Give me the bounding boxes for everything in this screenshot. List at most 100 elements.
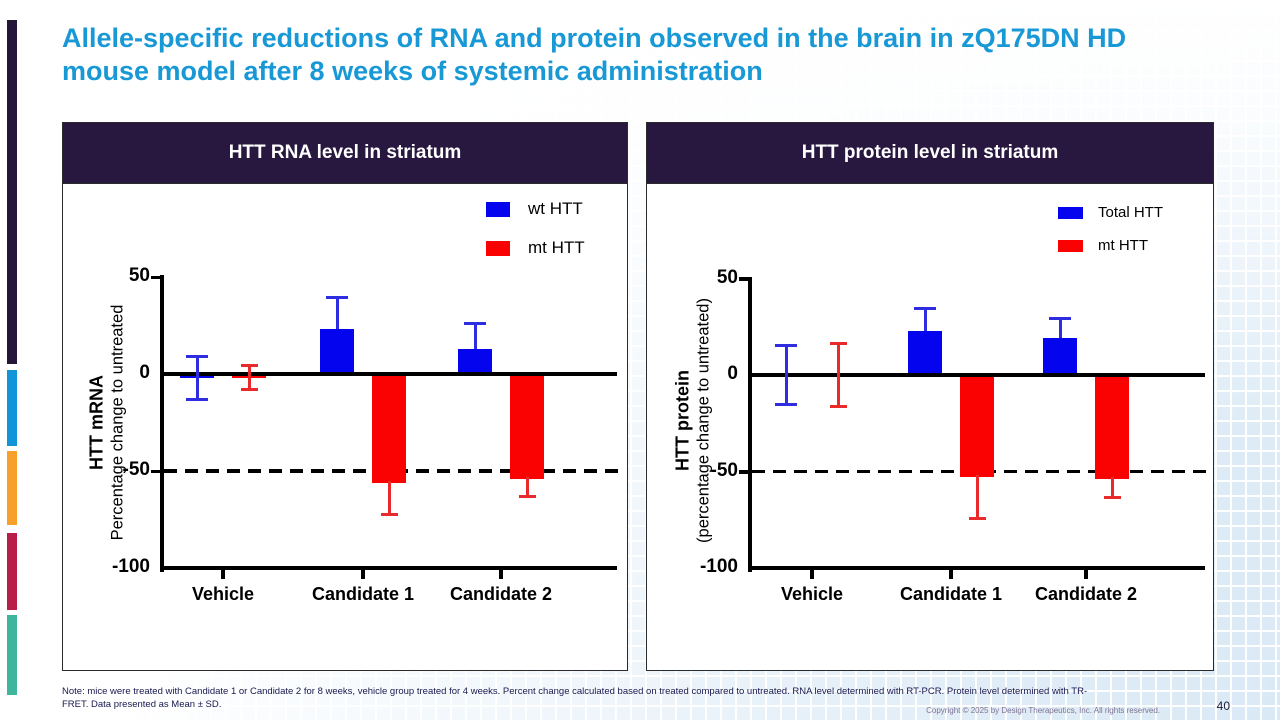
y-tick [739, 277, 748, 281]
chart-title-protein: HTT protein level in striatum [801, 142, 1059, 163]
y-tick-label: -50 [710, 459, 738, 481]
legend-label-total-htt: Total HTT [1098, 204, 1164, 221]
legend-swatch-total-htt [1058, 206, 1083, 219]
category-label: Candidate 1 [311, 584, 415, 604]
zero-line [164, 372, 617, 376]
legend-label-mt-htt: mt HTT [1098, 237, 1148, 254]
y-tick-label: -100 [699, 556, 738, 577]
x-tick [949, 570, 953, 579]
chart-title-rna: HTT RNA level in striatum [228, 142, 462, 163]
footnote-line-2: FRET. Data presented as Mean ± SD. [62, 699, 222, 710]
bar-total-htt-candidate-1 [908, 330, 942, 375]
x-tick [221, 570, 225, 579]
x-tick [361, 570, 365, 579]
x-axis [160, 566, 617, 570]
chart-header-protein: HTT protein level in striatum [646, 122, 1214, 184]
error-bar-mt-htt-vehicle [836, 342, 840, 408]
bar-total-htt-candidate-2 [1043, 338, 1077, 375]
chart-panel-protein: HTT protein level in striatum 50 0 -50 -100… [646, 122, 1214, 671]
bar-wt-htt-candidate-1 [320, 329, 354, 374]
category-label: Candidate 1 [899, 584, 1003, 604]
legend: wt HTT mt HTT [486, 199, 585, 277]
x-tick [499, 570, 503, 579]
error-bar-mt-htt-candidate-2 [1110, 477, 1114, 499]
category-label: Candidate 2 [1034, 584, 1138, 604]
error-bar-mt-htt-vehicle [247, 364, 251, 392]
error-bar-mt-htt-candidate-1 [975, 475, 979, 520]
accent-bar-4 [7, 533, 17, 610]
y-tick-label: 50 [128, 265, 150, 286]
category-label: Vehicle [191, 584, 255, 604]
error-bar-mt-htt-candidate-2 [525, 476, 529, 499]
copyright: Copyright © 2025 by Design Therapeutics,… [926, 706, 1160, 715]
legend-swatch-mt-htt [1058, 239, 1083, 252]
y-tick-label: 50 [716, 266, 738, 288]
error-bar-mt-htt-candidate-1 [387, 480, 391, 516]
legend-label-mt-htt: mt HTT [528, 238, 585, 257]
error-bar-cap [775, 402, 797, 406]
y-axis-label-line2: Percentage change to untreated [108, 304, 127, 541]
bar-mt-htt-candidate-1 [372, 374, 406, 483]
y-axis-label-line2: (percentage change to untreated) [694, 298, 713, 543]
y-axis-label: HTT mRNA Percentage change to untreated [86, 203, 129, 643]
category-label: Candidate 2 [449, 584, 553, 604]
y-tick [151, 469, 160, 473]
y-axis [748, 276, 752, 572]
y-tick-label: -100 [111, 556, 150, 577]
error-bar-total-htt-candidate-1 [923, 307, 927, 331]
legend-swatch-wt-htt [486, 201, 510, 217]
error-bar-cap [326, 296, 348, 300]
error-bar-wt-htt-candidate-2 [473, 321, 477, 349]
error-bar-cap [1049, 317, 1071, 321]
error-bar-cap [829, 404, 847, 408]
accent-bar-5 [7, 615, 17, 695]
chart-header-rna: HTT RNA level in striatum [62, 122, 628, 184]
legend-item-total-htt: Total HTT [1058, 204, 1163, 221]
error-bar-wt-htt-vehicle [195, 354, 199, 402]
y-axis-label: HTT protein (percentage change to untreat… [672, 201, 715, 641]
accent-bar-2 [7, 370, 17, 446]
footnote-line-1: Note: mice were treated with Candidate 1… [62, 686, 1088, 697]
error-bar-wt-htt-candidate-1 [335, 296, 339, 330]
legend-item-mt-htt: mt HTT [1058, 237, 1163, 254]
chart-panel-rna: HTT RNA level in striatum 50 0 -50 -100 Vehi… [62, 122, 628, 671]
error-bar-cap [1103, 495, 1121, 499]
y-axis-label-line1: HTT mRNA [86, 375, 107, 470]
bar-mt-htt-candidate-1 [960, 375, 994, 478]
category-label: Vehicle [780, 584, 844, 604]
error-bar-cap [775, 344, 797, 348]
legend-label-wt-htt: wt HTT [528, 199, 583, 218]
bar-wt-htt-candidate-2 [458, 348, 492, 374]
x-tick [1084, 570, 1088, 579]
error-bar-cap [186, 398, 208, 402]
slide-title: Allele-specific reductions of RNA and pr… [62, 23, 1127, 86]
bar-mt-htt-candidate-2 [510, 374, 544, 479]
error-bar-total-htt-vehicle [784, 344, 788, 406]
error-bar-cap [240, 388, 258, 392]
y-axis [160, 275, 164, 572]
error-bar-cap [518, 495, 536, 499]
error-bar-cap [829, 342, 847, 346]
error-bar-cap [968, 516, 986, 520]
y-tick-label: 0 [727, 363, 738, 384]
y-tick-label: -50 [122, 459, 150, 480]
error-bar-cap [240, 364, 258, 368]
accent-bar-3 [7, 451, 17, 525]
accent-bar-1 [7, 20, 17, 364]
footnote: Note: mice were treated with Candidate 1… [62, 685, 1237, 711]
error-bar-cap [186, 354, 208, 358]
legend-item-mt-htt: mt HTT [486, 238, 585, 258]
x-axis [748, 566, 1205, 570]
x-tick [810, 570, 814, 579]
y-tick [739, 470, 748, 474]
error-bar-cap [464, 321, 486, 325]
error-bar-cap [914, 307, 936, 311]
legend-swatch-mt-htt [486, 240, 510, 256]
y-axis-label-line1: HTT protein [672, 370, 693, 471]
page-number: 40 [1216, 699, 1230, 713]
zero-line [752, 373, 1205, 377]
error-bar-total-htt-candidate-2 [1058, 317, 1062, 339]
y-tick [151, 275, 160, 279]
legend-item-wt-htt: wt HTT [486, 199, 585, 219]
